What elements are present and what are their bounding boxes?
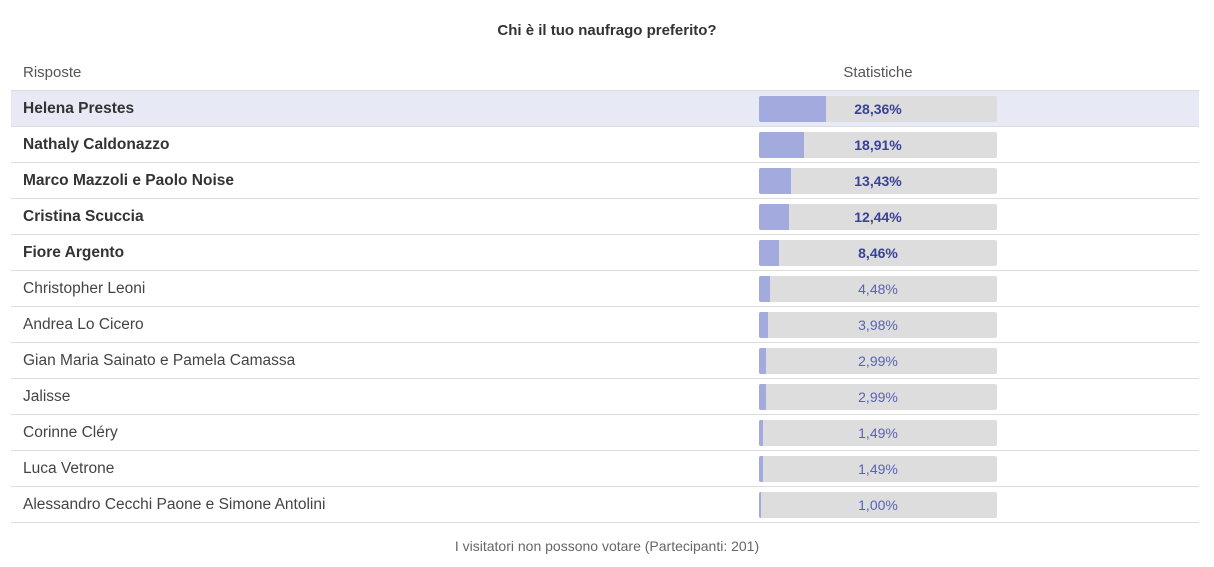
poll-row: Helena Prestes 28,36% — [11, 91, 1199, 127]
poll-row: Luca Vetrone 1,49% — [11, 451, 1199, 487]
percentage-bar-fill — [759, 312, 769, 338]
percentage-bar: 3,98% — [759, 312, 997, 338]
answer-label: Gian Maria Sainato e Pamela Camassa — [23, 352, 296, 369]
poll-row: Fiore Argento 8,46% — [11, 235, 1199, 271]
answer-label: Cristina Scuccia — [23, 208, 144, 225]
answer-label: Marco Mazzoli e Paolo Noise — [23, 172, 235, 189]
percentage-label: 12,44% — [854, 209, 902, 225]
percentage-bar-fill — [759, 420, 763, 446]
answer-label: Luca Vetrone — [23, 460, 115, 477]
percentage-label: 3,98% — [858, 317, 898, 333]
percentage-label: 13,43% — [854, 173, 902, 189]
column-header-answers: Risposte — [23, 64, 82, 81]
percentage-bar-fill — [759, 456, 763, 482]
percentage-bar-fill — [759, 492, 762, 518]
percentage-bar: 1,49% — [759, 420, 997, 446]
percentage-bar-fill — [759, 168, 791, 194]
poll-row: Cristina Scuccia 12,44% — [11, 199, 1199, 235]
percentage-label: 1,00% — [858, 497, 898, 513]
answer-label: Nathaly Caldonazzo — [23, 136, 170, 153]
percentage-bar-fill — [759, 132, 804, 158]
answer-label: Helena Prestes — [23, 100, 135, 117]
percentage-bar-fill — [759, 204, 789, 230]
percentage-bar: 8,46% — [759, 240, 997, 266]
percentage-label: 8,46% — [858, 245, 898, 261]
poll-row: Alessandro Cecchi Paone e Simone Antolin… — [11, 487, 1199, 523]
percentage-bar: 2,99% — [759, 384, 997, 410]
percentage-bar-fill — [759, 96, 827, 122]
percentage-label: 2,99% — [858, 389, 898, 405]
percentage-bar-fill — [759, 240, 780, 266]
percentage-bar: 13,43% — [759, 168, 997, 194]
answer-label: Alessandro Cecchi Paone e Simone Antolin… — [23, 496, 326, 513]
answer-label: Corinne Cléry — [23, 424, 118, 441]
answer-label: Fiore Argento — [23, 244, 125, 261]
percentage-bar: 28,36% — [759, 96, 997, 122]
percentage-bar: 18,91% — [759, 132, 997, 158]
poll-title: Chi è il tuo naufrago preferito? — [497, 22, 717, 39]
column-header-stats: Statistiche — [843, 64, 913, 81]
percentage-bar: 2,99% — [759, 348, 997, 374]
poll-row: Gian Maria Sainato e Pamela Camassa 2,99… — [11, 343, 1199, 379]
answer-label: Christopher Leoni — [23, 280, 146, 297]
poll-row: Corinne Cléry 1,49% — [11, 415, 1199, 451]
answer-label: Jalisse — [23, 388, 71, 405]
percentage-bar: 12,44% — [759, 204, 997, 230]
percentage-label: 2,99% — [858, 353, 898, 369]
poll-row: Marco Mazzoli e Paolo Noise 13,43% — [11, 163, 1199, 199]
percentage-bar: 1,49% — [759, 456, 997, 482]
percentage-bar: 1,00% — [759, 492, 997, 518]
poll-row: Jalisse 2,99% — [11, 379, 1199, 415]
percentage-label: 4,48% — [858, 281, 898, 297]
percentage-label: 1,49% — [858, 461, 898, 477]
percentage-bar: 4,48% — [759, 276, 997, 302]
poll-results-list: Helena Prestes 28,36% Nathaly Caldonazzo… — [11, 90, 1199, 523]
percentage-bar-fill — [759, 384, 767, 410]
poll-row: Andrea Lo Cicero 3,98% — [11, 307, 1199, 343]
percentage-bar-fill — [759, 348, 767, 374]
answer-label: Andrea Lo Cicero — [23, 316, 144, 333]
percentage-label: 18,91% — [854, 137, 902, 153]
poll-row: Christopher Leoni 4,48% — [11, 271, 1199, 307]
poll-row: Nathaly Caldonazzo 18,91% — [11, 127, 1199, 163]
poll-footer-note: I visitatori non possono votare (Parteci… — [454, 538, 760, 554]
percentage-label: 28,36% — [854, 101, 902, 117]
percentage-bar-fill — [759, 276, 770, 302]
percentage-label: 1,49% — [858, 425, 898, 441]
